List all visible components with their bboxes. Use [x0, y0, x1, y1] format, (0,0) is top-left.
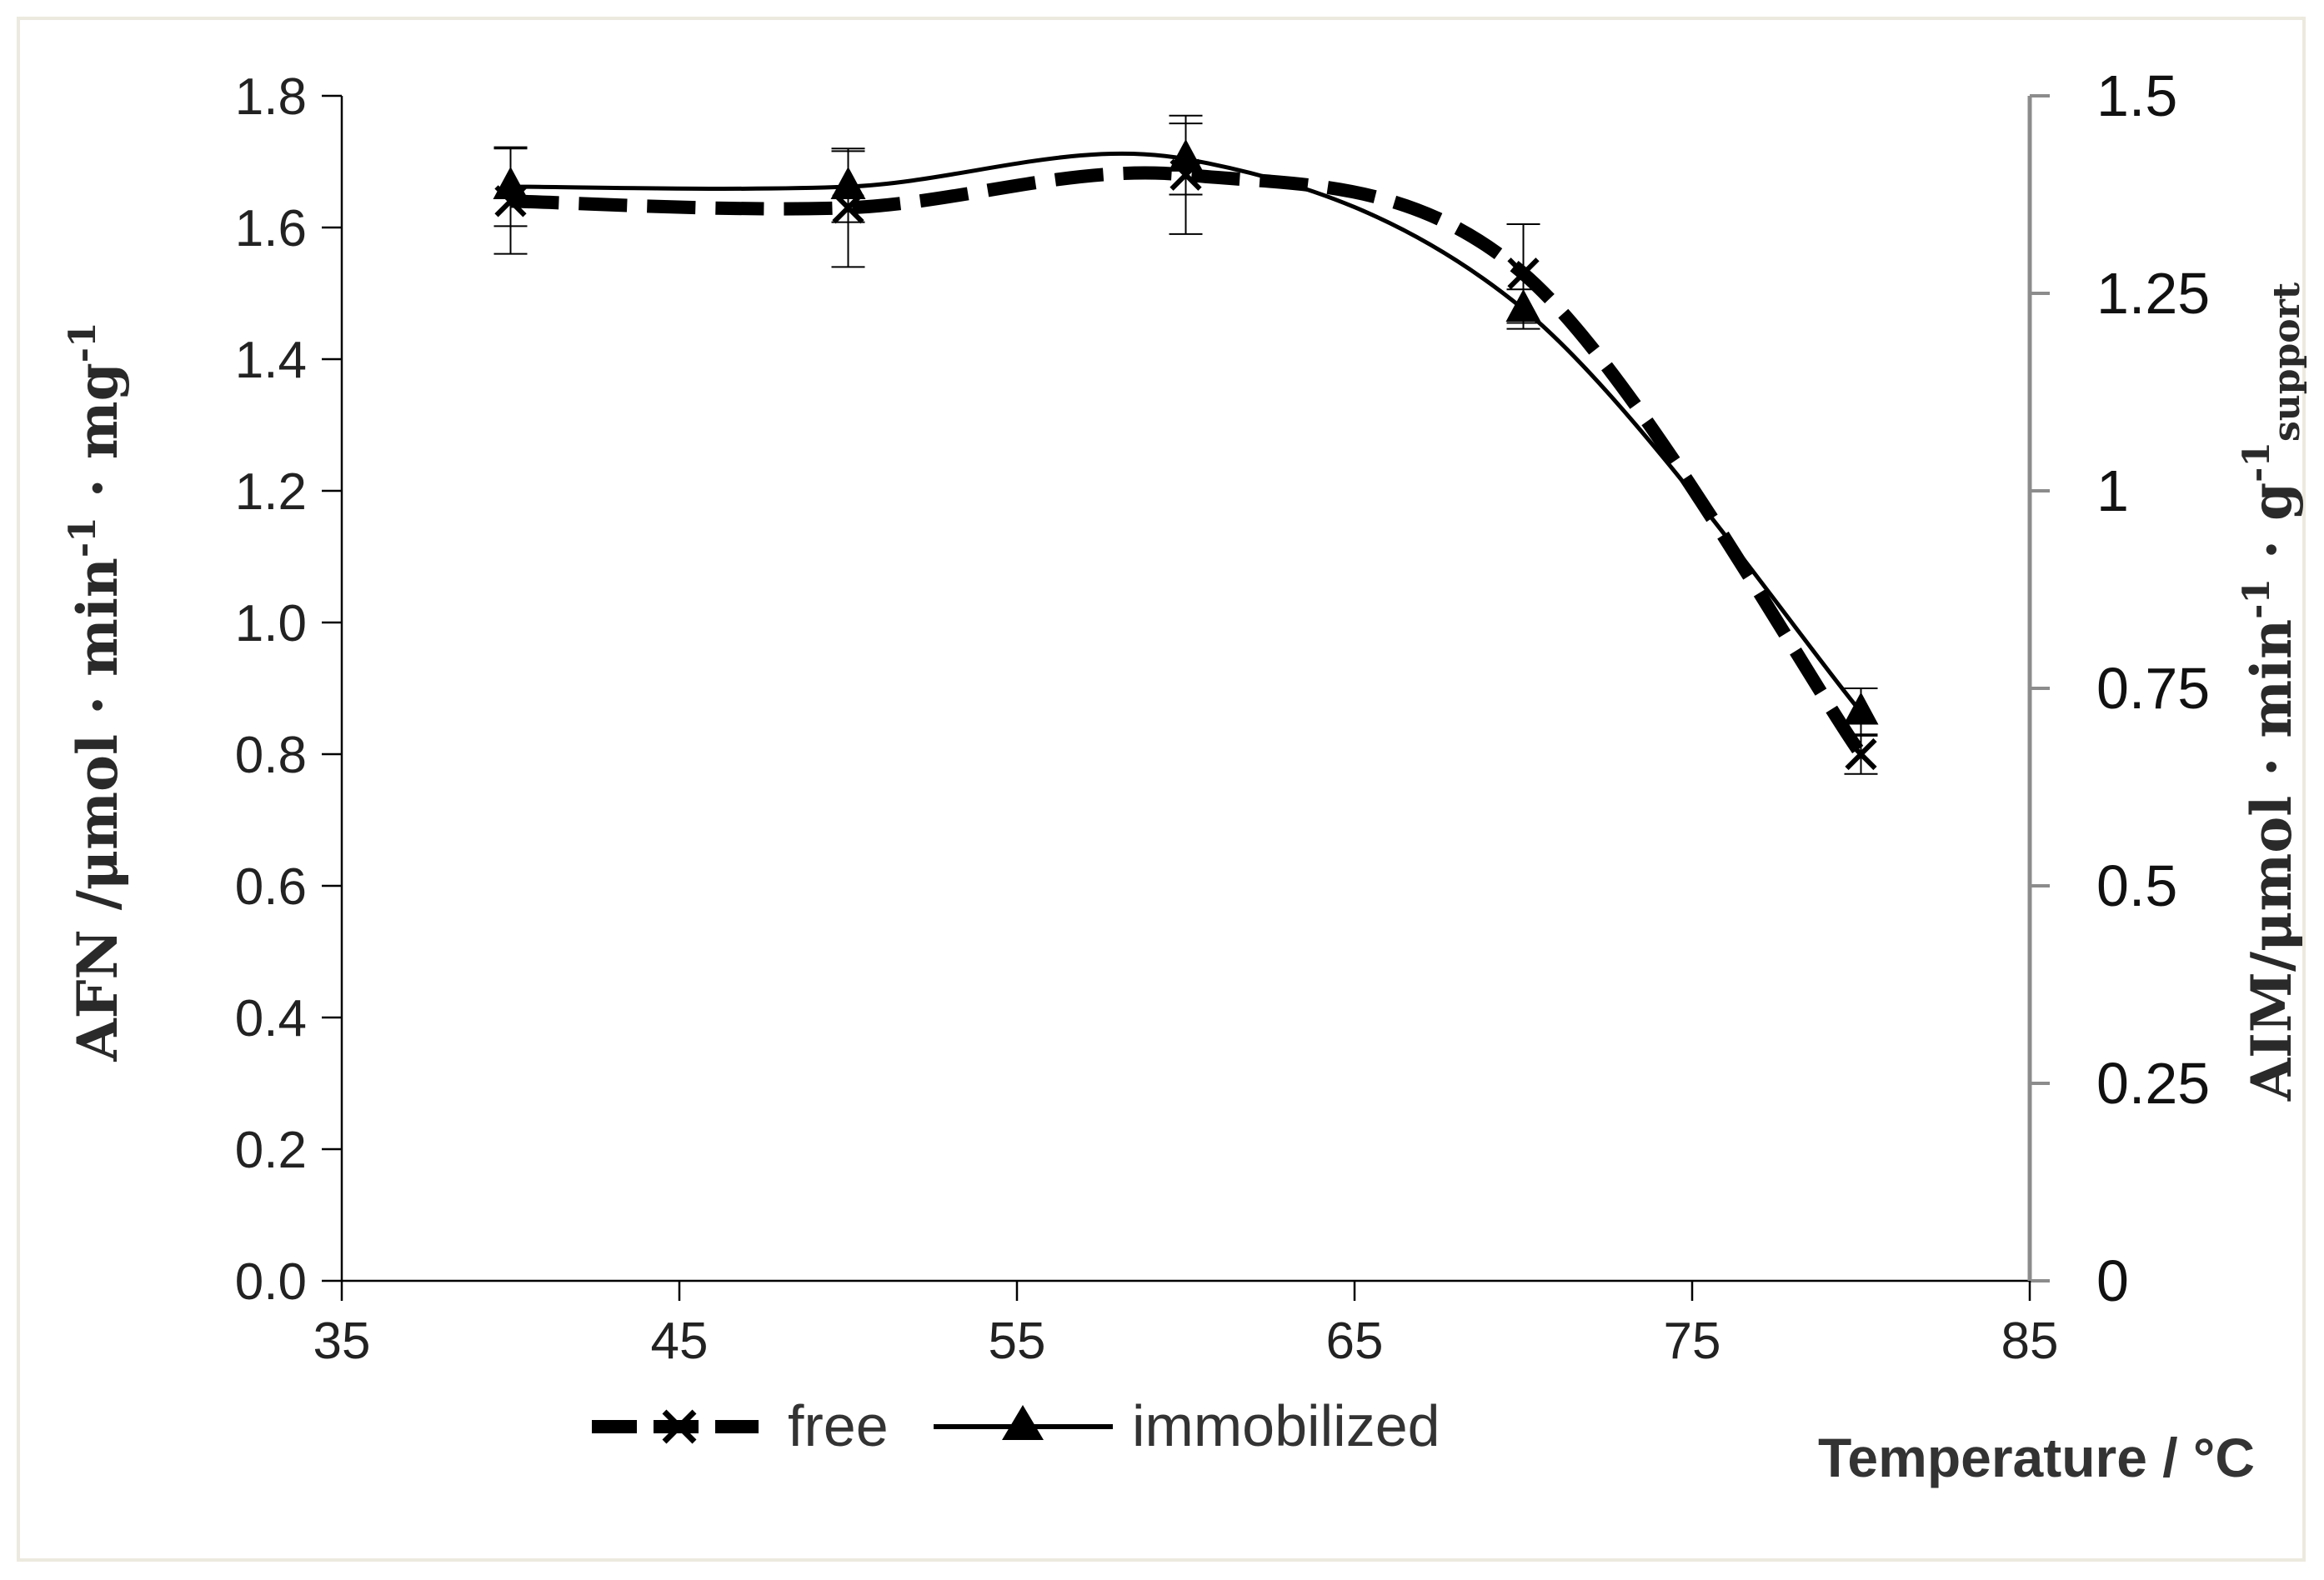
legend-immobilized-marker — [1002, 1405, 1044, 1440]
axes — [340, 96, 2032, 1282]
y-left-tick-label: 1.8 — [235, 68, 307, 126]
series-immobilized — [493, 122, 1879, 737]
series-free — [493, 114, 1878, 775]
series-line-immobilized — [510, 151, 1863, 714]
y-left-tick-label: 1.2 — [235, 463, 307, 521]
data-point-immobilized — [1843, 692, 1879, 725]
y-left-tick-label: 0.0 — [235, 1253, 307, 1311]
data-point-immobilized — [830, 167, 866, 200]
legend-free-label: free — [788, 1393, 889, 1458]
legend-item-immobilized: immobilized — [934, 1393, 1440, 1458]
y-right-tick-label: 0.5 — [2096, 853, 2177, 918]
legend: free immobilized — [592, 1393, 1440, 1458]
data-point-free — [1507, 258, 1540, 290]
y-right-tick-label: 0.75 — [2096, 656, 2210, 721]
y-left-tick-label: 1.0 — [235, 595, 307, 652]
x-tick-label: 65 — [1326, 1312, 1384, 1370]
y-left-tick-label: 0.8 — [235, 727, 307, 784]
y-left-tick-label: 1.6 — [235, 200, 307, 258]
y-left-tick-label: 0.4 — [235, 990, 307, 1048]
data-point-immobilized — [1505, 288, 1541, 322]
y-left-tick-label: 0.6 — [235, 858, 307, 916]
x-axis-label: Temperature / °C — [1818, 1427, 2255, 1488]
y-right-tick-label: 0 — [2096, 1248, 2129, 1313]
y-axis-right-ticks: 0 0.25 0.5 0.75 1 1.25 1.5 — [2030, 63, 2210, 1313]
legend-free-marker — [662, 1409, 697, 1444]
x-tick-label: 55 — [989, 1312, 1046, 1370]
data-point-free — [1845, 738, 1877, 771]
chart-frame — [17, 17, 2306, 1562]
x-tick-label: 75 — [1664, 1312, 1721, 1370]
y-axis-left-label: AFN /μmol · min-1 · mg-1 — [62, 322, 130, 1062]
y-right-tick-label: 0.25 — [2096, 1051, 2210, 1116]
legend-immobilized-label: immobilized — [1132, 1393, 1440, 1458]
y-left-tick-label: 1.4 — [235, 332, 307, 389]
y-axis-right-label: AIM/μmol · min-1 · g-1support — [2236, 282, 2308, 1102]
x-tick-label: 85 — [2001, 1312, 2059, 1370]
x-axis-ticks: 35 45 55 65 75 85 — [313, 1281, 2059, 1370]
series-layer — [493, 114, 1879, 775]
legend-item-free: free — [592, 1393, 889, 1458]
x-tick-label: 35 — [313, 1312, 371, 1370]
data-point-immobilized — [1168, 138, 1204, 172]
series-line-free — [510, 166, 1867, 758]
y-axis-left-ticks: 0.0 0.2 0.4 0.6 0.8 1.0 1.2 1.4 1.6 1.8 — [235, 68, 342, 1311]
y-right-tick-label: 1 — [2096, 458, 2129, 523]
y-right-tick-label: 1.25 — [2096, 261, 2210, 326]
x-tick-label: 45 — [651, 1312, 709, 1370]
data-point-immobilized — [493, 167, 528, 200]
y-right-tick-label: 1.5 — [2096, 63, 2177, 128]
y-left-tick-label: 0.2 — [235, 1122, 307, 1179]
